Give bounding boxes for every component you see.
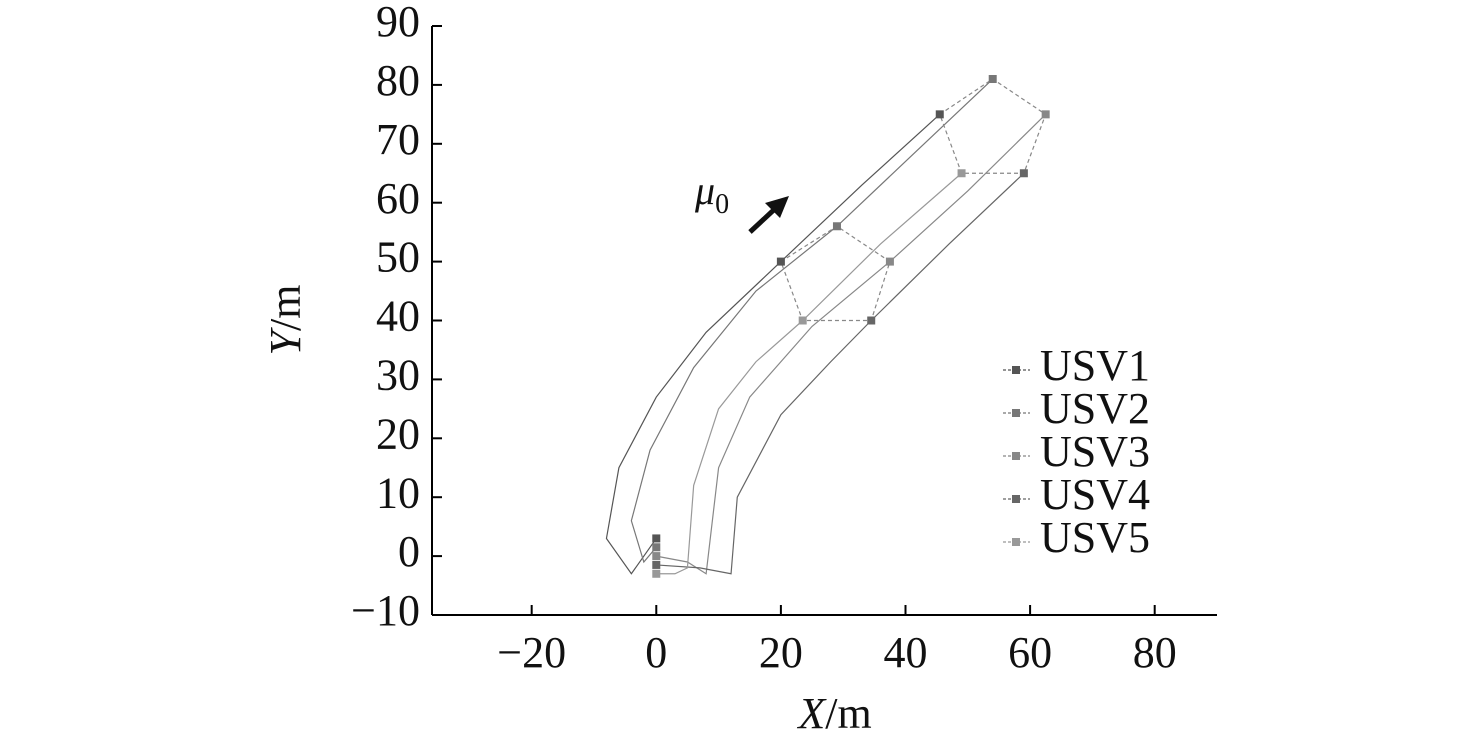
marker	[798, 316, 807, 325]
y-tick-label: 0	[398, 527, 420, 576]
legend-label: USV4	[1040, 470, 1150, 519]
y-tick-label: 90	[376, 0, 420, 46]
y-tick-label: 70	[376, 115, 420, 164]
y-axis-label: Y/m	[261, 285, 310, 356]
annotation-subscript: 0	[715, 189, 729, 220]
legend-label: USV2	[1040, 384, 1150, 433]
y-tick-label: 20	[376, 409, 420, 458]
marker	[988, 75, 997, 84]
marker	[1041, 110, 1050, 119]
y-tick-label: 10	[376, 468, 420, 517]
legend-label: USV5	[1040, 513, 1150, 562]
annotation: μ0	[694, 168, 729, 220]
annotation-symbol: μ	[694, 168, 715, 213]
legend-label: USV3	[1040, 427, 1150, 476]
x-tick-label: 80	[1133, 628, 1177, 677]
trajectory	[605, 113, 941, 575]
marker	[652, 534, 661, 543]
marker	[652, 552, 661, 561]
trajectory	[656, 172, 962, 575]
trajectory	[656, 172, 1025, 575]
y-tick-label: 50	[376, 233, 420, 282]
marker	[776, 257, 785, 266]
marker	[885, 257, 894, 266]
y-tick-label: 60	[376, 174, 420, 223]
y-label-unit: /m	[261, 285, 310, 331]
x-axis-label: X/m	[796, 689, 871, 738]
marker	[935, 110, 944, 119]
y-tick-label: 80	[376, 56, 420, 105]
legend-marker	[1012, 366, 1020, 374]
formation	[939, 78, 1047, 174]
x-tick-label: 0	[645, 628, 667, 677]
x-tick-label: 40	[883, 628, 927, 677]
x-tick-label: 20	[759, 628, 803, 677]
x-tick-label: 60	[1008, 628, 1052, 677]
trajectory	[630, 78, 994, 564]
y-label-var: Y	[261, 326, 310, 355]
marker	[867, 316, 876, 325]
x-tick-label: −20	[497, 628, 566, 677]
marker	[652, 569, 661, 578]
y-tick-label: 30	[376, 350, 420, 399]
x-label-var: X	[796, 689, 827, 738]
legend-marker	[1012, 495, 1020, 503]
marker	[832, 222, 841, 231]
legend-label: USV1	[1040, 341, 1150, 390]
marker	[957, 169, 966, 178]
y-tick-label: −10	[351, 586, 420, 635]
arrow	[748, 196, 789, 234]
marker	[652, 543, 661, 552]
marker	[1019, 169, 1028, 178]
trajectory	[656, 113, 1047, 575]
legend-marker	[1012, 452, 1020, 460]
legend-marker	[1012, 409, 1020, 417]
marker	[652, 560, 661, 569]
y-tick-label: 40	[376, 292, 420, 341]
x-label-unit: /m	[825, 689, 871, 738]
legend-marker	[1012, 538, 1020, 546]
